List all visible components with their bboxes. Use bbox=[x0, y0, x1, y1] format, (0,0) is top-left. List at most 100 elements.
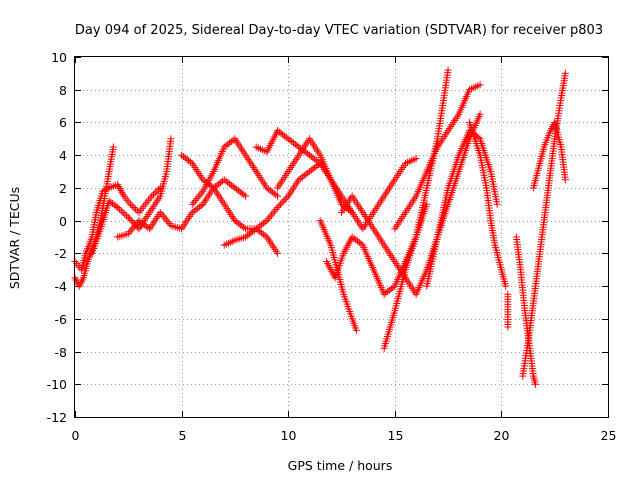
data-point bbox=[269, 209, 277, 217]
data-point bbox=[504, 323, 512, 331]
data-point bbox=[474, 133, 482, 141]
x-tick-label: 15 bbox=[388, 428, 404, 443]
x-tick-label: 25 bbox=[601, 428, 617, 443]
data-point bbox=[117, 207, 125, 215]
data-point bbox=[167, 135, 175, 143]
data-point bbox=[139, 219, 147, 227]
data-point bbox=[272, 205, 280, 213]
data-point bbox=[121, 210, 129, 218]
data-point bbox=[126, 200, 134, 208]
data-point bbox=[306, 168, 314, 176]
y-tick-label: 4 bbox=[59, 148, 67, 163]
data-point bbox=[345, 206, 353, 214]
data-point bbox=[258, 229, 266, 237]
data-point bbox=[234, 219, 242, 227]
data-point bbox=[155, 186, 163, 194]
data-point bbox=[124, 213, 132, 221]
y-tick-label: -8 bbox=[55, 345, 68, 360]
data-point bbox=[270, 207, 278, 215]
data-point bbox=[281, 195, 289, 203]
data-point bbox=[236, 188, 244, 196]
data-point bbox=[240, 223, 248, 231]
data-point bbox=[140, 221, 148, 229]
data-point bbox=[183, 155, 191, 163]
data-point bbox=[135, 217, 143, 225]
data-point bbox=[275, 202, 283, 210]
data-point bbox=[250, 226, 258, 234]
data-point bbox=[293, 142, 301, 150]
data-point bbox=[307, 166, 315, 174]
data-points bbox=[71, 66, 569, 388]
data-point bbox=[127, 217, 135, 225]
data-point bbox=[226, 180, 234, 188]
data-point bbox=[412, 154, 420, 162]
data-point bbox=[224, 140, 232, 148]
data-point bbox=[311, 155, 319, 163]
data-point bbox=[307, 153, 315, 161]
data-point bbox=[252, 225, 260, 233]
data-point bbox=[115, 205, 123, 213]
data-point bbox=[444, 66, 452, 74]
data-point bbox=[245, 230, 253, 238]
data-point bbox=[227, 138, 235, 146]
data-point bbox=[256, 222, 264, 230]
data-point bbox=[311, 163, 319, 171]
data-point bbox=[162, 216, 170, 224]
data-point bbox=[274, 192, 282, 200]
data-point bbox=[238, 189, 246, 197]
data-point bbox=[188, 200, 196, 208]
data-point bbox=[238, 222, 246, 230]
y-tick-label: -12 bbox=[47, 410, 67, 425]
data-point bbox=[295, 176, 303, 184]
data-point bbox=[423, 200, 431, 208]
data-point bbox=[137, 218, 145, 226]
data-point bbox=[274, 249, 282, 257]
data-point bbox=[266, 187, 274, 195]
data-point bbox=[350, 234, 358, 242]
data-point bbox=[161, 214, 169, 222]
data-point bbox=[355, 238, 363, 246]
data-point bbox=[309, 154, 317, 162]
data-point bbox=[142, 222, 150, 230]
data-point bbox=[302, 170, 310, 178]
data-point bbox=[258, 221, 266, 229]
data-point bbox=[242, 233, 250, 241]
data-point bbox=[151, 189, 159, 197]
data-point bbox=[306, 151, 314, 159]
data-point bbox=[181, 154, 189, 162]
data-point bbox=[164, 218, 172, 226]
data-point bbox=[270, 189, 278, 197]
data-point bbox=[196, 191, 204, 199]
data-point bbox=[561, 176, 569, 184]
chart-title: Day 094 of 2025, Sidereal Day-to-day VTE… bbox=[75, 23, 603, 38]
data-point bbox=[127, 226, 135, 234]
data-point bbox=[112, 202, 120, 210]
data-point bbox=[179, 153, 187, 161]
data-point bbox=[266, 213, 274, 221]
data-point bbox=[220, 176, 228, 184]
data-point bbox=[192, 206, 200, 214]
data-point bbox=[261, 218, 269, 226]
data-point bbox=[220, 143, 228, 151]
data-point bbox=[346, 207, 354, 215]
data-point bbox=[352, 236, 360, 244]
data-point bbox=[476, 110, 484, 118]
data-point bbox=[352, 326, 360, 334]
data-point bbox=[302, 148, 310, 156]
data-point bbox=[185, 157, 193, 165]
data-point bbox=[380, 290, 388, 298]
data-point bbox=[229, 136, 237, 144]
data-point bbox=[387, 285, 395, 293]
data-point bbox=[263, 184, 271, 192]
data-point bbox=[130, 204, 138, 212]
y-tick-label: 0 bbox=[59, 214, 67, 229]
y-tick-label: 6 bbox=[59, 115, 67, 130]
data-point bbox=[309, 165, 317, 173]
data-point bbox=[233, 185, 241, 193]
data-point bbox=[190, 207, 198, 215]
data-point bbox=[201, 177, 209, 185]
data-point bbox=[243, 232, 251, 240]
x-axis-label: GPS time / hours bbox=[288, 458, 393, 473]
data-point bbox=[231, 217, 239, 225]
data-point bbox=[119, 208, 127, 216]
